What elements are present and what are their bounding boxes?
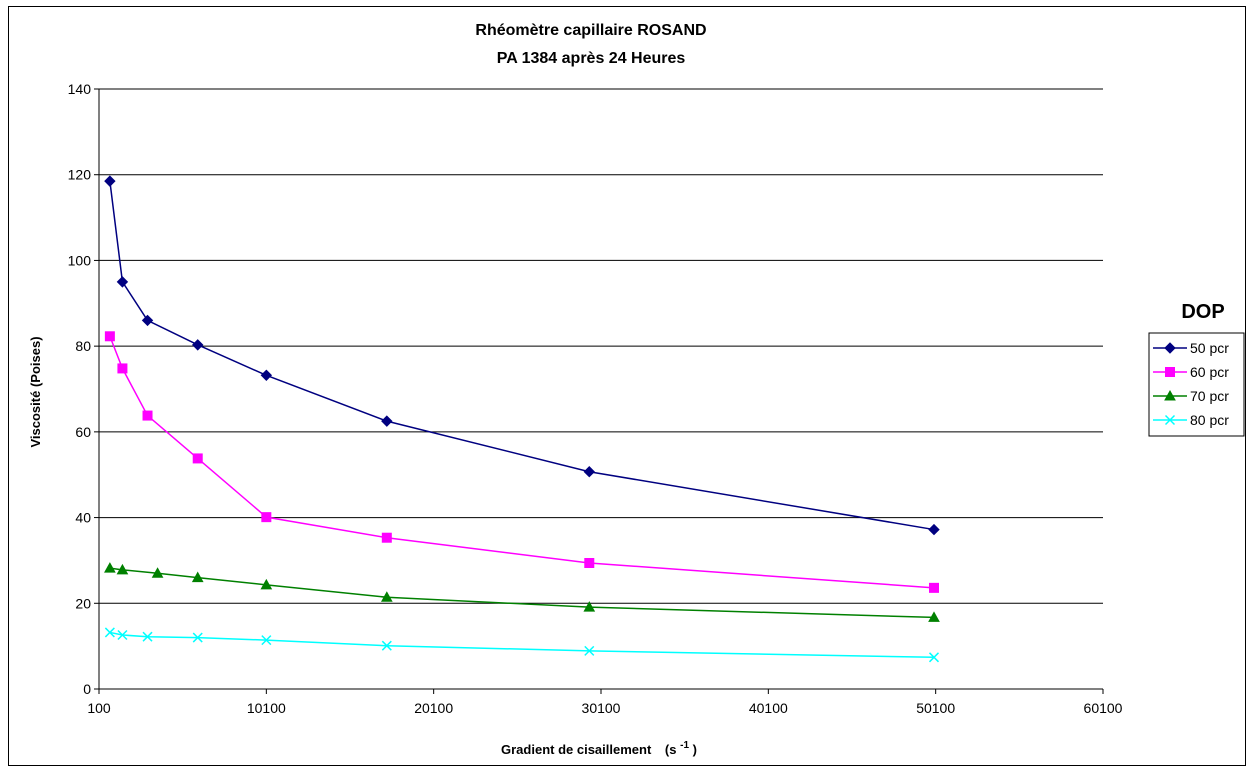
data-point <box>928 611 940 622</box>
legend-item: 80 pcr <box>1153 412 1229 428</box>
y-tick-label: 0 <box>83 681 91 697</box>
legend-item: 60 pcr <box>1153 364 1229 380</box>
data-point <box>261 512 272 523</box>
data-point <box>104 562 116 573</box>
y-tick-label: 140 <box>68 81 92 97</box>
data-point <box>117 363 128 374</box>
x-axis-title: Gradient de cisaillement (s -1 ) <box>501 736 697 757</box>
data-point <box>380 591 393 602</box>
series-line <box>109 567 935 619</box>
data-point <box>260 369 273 381</box>
data-point <box>142 410 153 421</box>
series-line <box>109 336 935 589</box>
legend-item: 70 pcr <box>1153 388 1229 404</box>
x-tick-label: 40100 <box>749 700 788 716</box>
data-point <box>584 558 595 568</box>
data-point <box>104 331 115 342</box>
series-line <box>109 631 935 659</box>
marker-stroke <box>381 640 392 651</box>
series-60-pcr <box>104 331 939 593</box>
y-axis-title: Viscosité (Poises) <box>28 336 43 447</box>
y-tick-label: 100 <box>68 252 92 268</box>
series-group <box>104 175 940 663</box>
legend-marker <box>1164 389 1176 401</box>
data-point <box>192 339 204 351</box>
data-point <box>260 578 273 590</box>
legend-label: 70 pcr <box>1190 388 1229 404</box>
gridlines <box>99 88 1103 604</box>
data-point <box>381 415 393 427</box>
legend: 50 pcr 60 pcr 70 pcr 80 pcr <box>1148 332 1245 437</box>
data-point <box>381 532 392 543</box>
data-point <box>928 582 939 593</box>
data-point <box>192 632 203 643</box>
data-point <box>583 466 595 478</box>
marker-stroke <box>584 645 595 656</box>
y-tick-label: 120 <box>68 167 92 183</box>
legend-marker <box>1164 414 1176 426</box>
legend-label: 80 pcr <box>1190 412 1229 428</box>
legend-marker <box>1164 342 1176 354</box>
marker-stroke <box>261 635 272 646</box>
legend-label: 60 pcr <box>1190 364 1229 380</box>
series-line <box>109 181 935 531</box>
x-tick-label: 20100 <box>414 700 453 716</box>
data-point <box>928 652 940 663</box>
y-tick-label: 80 <box>75 338 91 354</box>
data-point <box>191 571 204 583</box>
chart-frame: Rhéomètre capillaire ROSAND PA 1384 aprè… <box>8 6 1246 766</box>
x-tick-label: 60100 <box>1084 700 1123 716</box>
x-axis-title-unit: (s <box>665 742 677 757</box>
data-point <box>104 175 116 187</box>
data-point <box>141 314 154 327</box>
tick-labels: 0 20 40 60 80 100 120 140 100 10100 20100 30100 4010… <box>68 81 1123 716</box>
x-tick-label: 50100 <box>916 700 955 716</box>
series-70-pcr <box>104 562 940 622</box>
line-chart: Rhéomètre capillaire ROSAND PA 1384 aprè… <box>28 22 1245 757</box>
legend-box <box>1148 332 1245 437</box>
series-80-pcr <box>104 627 940 663</box>
data-point <box>381 640 392 651</box>
series-50-pcr <box>104 175 940 536</box>
chart-subtitle: PA 1384 après 24 Heures <box>497 50 686 67</box>
data-point <box>117 629 128 641</box>
x-tick-label: 10100 <box>247 700 286 716</box>
marker-stroke <box>192 632 203 643</box>
x-axis-title-main: Gradient de cisaillement <box>501 742 652 757</box>
marker-stroke <box>117 629 128 641</box>
marker-stroke <box>142 631 153 642</box>
legend-item: 50 pcr <box>1153 340 1229 356</box>
data-point <box>142 631 153 642</box>
axes <box>94 88 1104 694</box>
x-tick-label: 100 <box>87 700 111 716</box>
y-tick-label: 40 <box>75 510 91 526</box>
marker-stroke <box>104 627 115 638</box>
data-point <box>192 453 203 464</box>
x-tick-label: 30100 <box>582 700 621 716</box>
marker-stroke <box>928 652 940 663</box>
x-axis-title-unit-close: ) <box>693 742 697 757</box>
data-point <box>584 645 595 656</box>
legend-marker <box>1165 367 1175 377</box>
data-point <box>151 567 164 578</box>
data-point <box>261 635 272 646</box>
legend-label: 50 pcr <box>1190 340 1229 356</box>
y-tick-label: 20 <box>75 595 91 611</box>
data-point <box>116 563 129 575</box>
x-axis-title-unit-exp: -1 <box>680 740 689 751</box>
data-point <box>116 276 129 288</box>
chart-title: Rhéomètre capillaire ROSAND <box>475 22 706 39</box>
y-tick-label: 60 <box>75 424 91 440</box>
marker-stroke <box>1164 414 1176 426</box>
legend-title: DOP <box>1181 301 1224 323</box>
data-point <box>104 627 115 638</box>
data-point <box>928 523 940 536</box>
data-point <box>583 601 596 612</box>
